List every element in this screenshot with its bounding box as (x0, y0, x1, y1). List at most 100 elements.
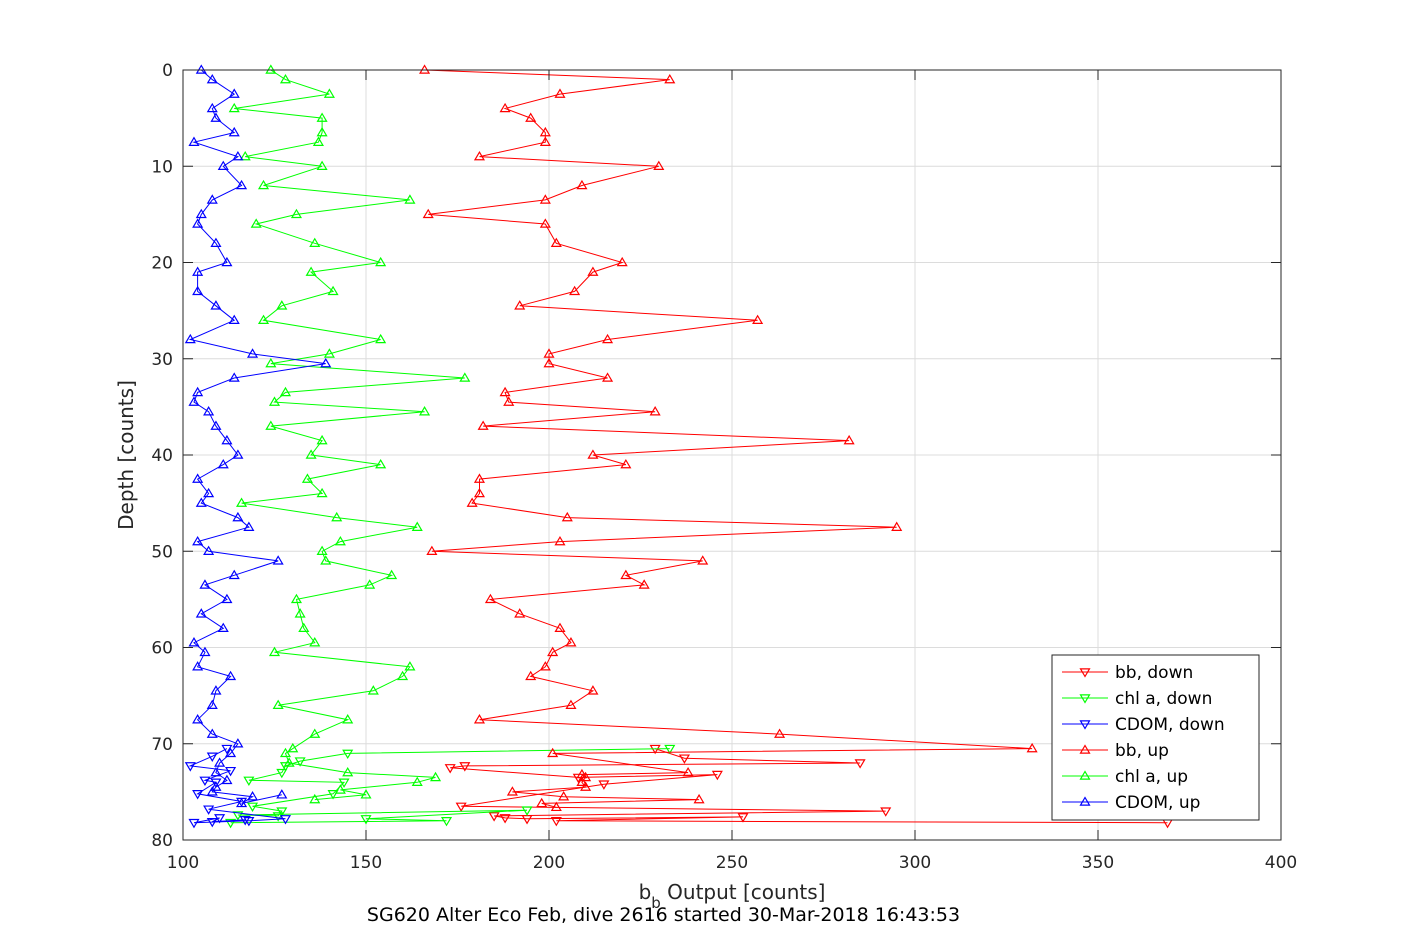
data-point-cdom-up (192, 218, 204, 228)
data-point-chl-a-up (404, 194, 416, 204)
x-axis-label: bb Output [counts] (639, 880, 826, 912)
data-point-chl-a-up (276, 300, 288, 310)
data-point-cdom-up (246, 348, 259, 358)
data-point-chl-a-down (664, 744, 676, 755)
data-point-chl-a-up (268, 646, 281, 657)
y-tick-label: 20 (151, 254, 173, 274)
data-point-bb-up (693, 793, 705, 804)
data-point-chl-a-up (309, 728, 321, 738)
data-point-chl-a-up (265, 64, 277, 74)
data-point-cdom-up (210, 420, 222, 430)
data-point-chl-a-up (287, 742, 299, 753)
data-point-chl-a-up (257, 179, 270, 190)
data-point-cdom-up (232, 449, 244, 459)
data-point-chl-a-up (268, 396, 281, 406)
data-point-bb-up (499, 386, 511, 397)
data-point-bb-up (664, 73, 676, 84)
data-point-chl-a-up (305, 266, 317, 276)
data-point-cdom-down (206, 817, 218, 828)
data-point-cdom-up (192, 714, 204, 724)
data-point-chl-a-up (342, 714, 354, 724)
data-point-chl-a-down (276, 807, 288, 817)
data-point-cdom-up (188, 396, 200, 406)
figure-caption: SG620 Alter Eco Feb, dive 2616 started 3… (366, 904, 961, 926)
data-point-chl-a-up (386, 569, 398, 580)
y-tick-label: 70 (151, 735, 173, 755)
data-point-cdom-up (232, 511, 244, 522)
data-point-chl-a-up (411, 776, 423, 786)
data-point-chl-a-up (309, 793, 321, 804)
data-point-bb-down (455, 802, 467, 812)
data-point-chl-a-up (236, 497, 248, 507)
legend-label-chl-a-up: chl a, up (1115, 767, 1188, 787)
legend-swatch-marker-bb-up (1079, 744, 1091, 754)
data-point-cdom-up (243, 521, 255, 531)
data-point-cdom-up (206, 699, 218, 709)
data-point-chl-a-up (290, 208, 303, 219)
data-point-chl-a-up (360, 789, 372, 799)
data-point-chl-a-up (305, 449, 317, 459)
data-point-bb-up (477, 420, 489, 430)
data-point-bb-up (554, 622, 566, 632)
data-point-bb-down (854, 759, 866, 769)
data-point-cdom-up (221, 256, 233, 267)
data-point-bb-down (711, 770, 723, 781)
data-point-cdom-up (276, 789, 288, 799)
legend-box (1051, 654, 1260, 821)
data-point-cdom-down (184, 762, 196, 772)
series-layer (184, 64, 1174, 829)
data-point-cdom-up (214, 757, 226, 767)
y-tick-label: 60 (151, 639, 173, 659)
x-axis-label-main: b (639, 880, 652, 904)
legend-label-cdom-up: CDOM, up (1115, 793, 1200, 813)
data-point-bb-up (576, 179, 588, 190)
data-point-chl-a-up (375, 256, 387, 267)
data-point-chl-a-down (276, 768, 288, 779)
data-point-cdom-up (210, 300, 222, 310)
data-point-chl-a-up (316, 487, 328, 498)
x-tick-label: 400 (1265, 853, 1297, 873)
data-point-cdom-up (232, 738, 244, 748)
legend-label-chl-a-down: chl a, down (1115, 689, 1212, 709)
data-point-bb-up (499, 102, 511, 113)
data-point-cdom-up (217, 458, 229, 469)
series-cdom-up (184, 64, 332, 808)
data-point-chl-a-down (338, 778, 350, 788)
data-point-chl-a-up (228, 102, 240, 113)
data-point-bb-up (649, 406, 661, 416)
data-point-bb-up (525, 112, 537, 122)
data-point-bb-up (506, 786, 518, 796)
data-point-bb-up (426, 545, 438, 555)
data-point-bb-down (880, 807, 892, 817)
data-point-cdom-down (192, 790, 204, 800)
x-tick-label: 300 (899, 853, 931, 873)
data-point-chl-a-up (283, 757, 295, 767)
data-point-cdom-up (188, 136, 200, 146)
data-point-bb-up (891, 521, 903, 531)
data-point-bb-up (539, 194, 551, 204)
legend-label-bb-up: bb, up (1115, 741, 1169, 761)
x-tick-label: 100 (167, 853, 199, 873)
y-tick-label: 10 (151, 157, 173, 177)
data-point-cdom-up (225, 747, 237, 758)
data-point-bb-up (587, 685, 599, 695)
data-point-chl-a-up (411, 521, 423, 531)
data-point-chl-a-up (290, 593, 303, 604)
data-point-bb-up (543, 348, 555, 358)
data-point-chl-a-up (316, 126, 328, 137)
data-point-chl-a-down (243, 776, 255, 787)
data-point-cdom-up (228, 126, 240, 137)
legend-label-cdom-down: CDOM, down (1115, 715, 1225, 735)
data-point-cdom-up (203, 406, 215, 416)
data-point-bb-up (752, 314, 764, 324)
x-axis-label-rest: Output [counts] (661, 880, 826, 904)
data-point-bb-up (587, 449, 599, 459)
data-point-cdom-up (195, 208, 207, 219)
data-point-bb-up (565, 637, 577, 647)
data-point-chl-a-up (331, 511, 343, 522)
data-point-cdom-up (206, 73, 218, 84)
data-point-chl-a-up (364, 579, 376, 589)
series-line-chl-a-up (234, 69, 465, 801)
data-point-chl-a-up (309, 637, 321, 647)
data-point-chl-a-up (279, 747, 292, 758)
